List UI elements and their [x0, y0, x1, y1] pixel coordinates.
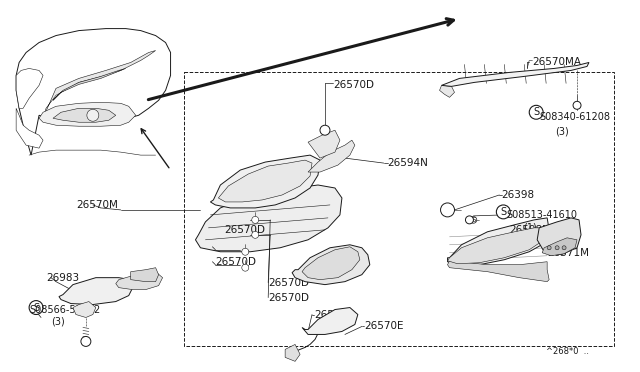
Text: 26398: 26398 [501, 190, 534, 200]
Text: 26594N: 26594N [388, 158, 429, 168]
Text: 26570E: 26570E [364, 321, 403, 331]
Circle shape [465, 216, 474, 224]
Polygon shape [131, 268, 159, 282]
Circle shape [87, 109, 99, 121]
Text: 26983: 26983 [46, 273, 79, 283]
Polygon shape [16, 68, 43, 108]
Polygon shape [195, 185, 342, 252]
Polygon shape [308, 140, 355, 172]
Text: S08513-41610: S08513-41610 [506, 210, 577, 220]
Text: 26571M: 26571M [547, 248, 589, 258]
Polygon shape [73, 302, 96, 318]
Polygon shape [16, 108, 43, 148]
Circle shape [562, 246, 566, 250]
Circle shape [242, 248, 249, 255]
Polygon shape [440, 86, 454, 97]
Polygon shape [442, 62, 589, 86]
Polygon shape [447, 228, 547, 264]
Text: S08340-61208: S08340-61208 [539, 112, 610, 122]
Text: (1): (1) [524, 223, 537, 233]
Polygon shape [39, 102, 136, 126]
Circle shape [547, 246, 551, 250]
Text: 26570D: 26570D [333, 80, 374, 90]
Text: 26570D: 26570D [268, 278, 309, 288]
Polygon shape [308, 130, 340, 158]
Polygon shape [447, 261, 549, 282]
Text: S: S [471, 217, 476, 223]
Polygon shape [53, 68, 125, 100]
Polygon shape [218, 160, 312, 202]
Circle shape [555, 246, 559, 250]
Polygon shape [211, 155, 320, 208]
Polygon shape [542, 238, 577, 256]
Circle shape [440, 203, 454, 217]
Polygon shape [302, 308, 358, 334]
Polygon shape [59, 278, 132, 305]
Text: 26570D: 26570D [225, 225, 266, 235]
Text: 26570B: 26570B [314, 310, 354, 320]
Text: 26570D: 26570D [268, 293, 309, 302]
Polygon shape [537, 218, 581, 255]
Text: 26570D: 26570D [216, 257, 257, 267]
Polygon shape [292, 245, 370, 285]
Text: S: S [533, 107, 540, 117]
Circle shape [242, 264, 249, 271]
Text: 26570MA: 26570MA [532, 57, 581, 67]
Polygon shape [285, 344, 300, 361]
Circle shape [320, 125, 330, 135]
Text: S08566-51042: S08566-51042 [29, 305, 100, 315]
Text: 26598MA: 26598MA [225, 188, 275, 198]
Text: S: S [500, 207, 506, 217]
Polygon shape [53, 108, 116, 122]
Text: 26598M: 26598M [509, 225, 551, 235]
Circle shape [252, 217, 259, 223]
Circle shape [573, 101, 581, 109]
Polygon shape [16, 29, 171, 155]
Polygon shape [302, 247, 360, 280]
Text: (3): (3) [555, 126, 569, 136]
Polygon shape [116, 272, 163, 290]
Circle shape [252, 231, 259, 238]
Polygon shape [447, 218, 549, 265]
Text: (3): (3) [51, 317, 65, 327]
Polygon shape [43, 51, 156, 118]
Text: S: S [33, 302, 39, 312]
Text: 26570M: 26570M [76, 200, 118, 210]
Text: ^268*0  ..: ^268*0 .. [546, 347, 589, 356]
Circle shape [81, 336, 91, 346]
